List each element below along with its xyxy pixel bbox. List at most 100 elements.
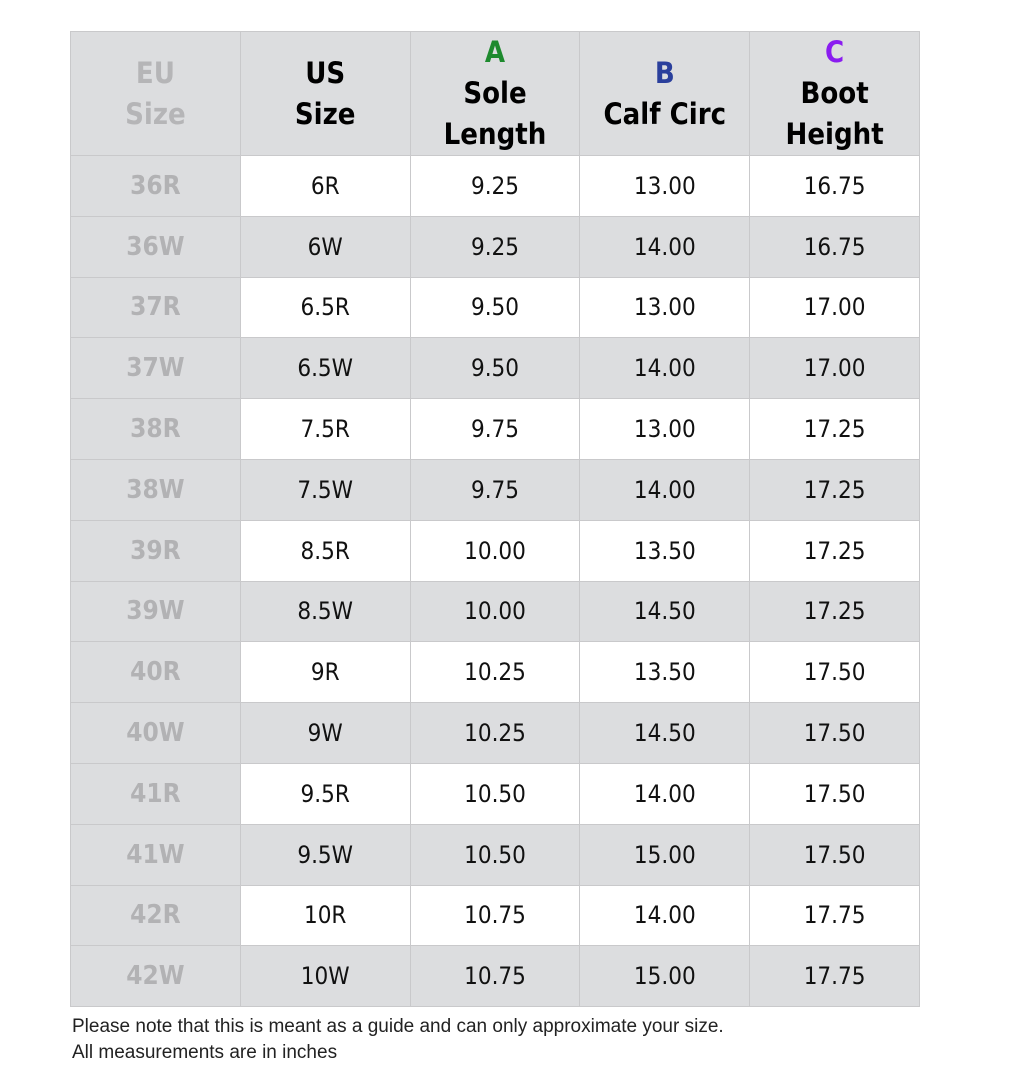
table-cell: 37R xyxy=(70,276,241,339)
table-cell: 17.25 xyxy=(749,519,920,582)
table-cell: 6R xyxy=(239,155,411,217)
table-cell: 17.50 xyxy=(749,762,920,825)
table-row: 41W 9.5W 10.50 15.00 17.50 xyxy=(70,823,920,886)
header-text: Sole xyxy=(463,76,527,110)
table-row: 42R 10R 10.75 14.00 17.75 xyxy=(70,884,920,947)
table-cell: 13.50 xyxy=(579,519,751,582)
table-cell: 41W xyxy=(70,823,241,886)
header-text: Boot xyxy=(800,76,869,110)
table-cell: 42R xyxy=(70,884,241,947)
table-cell: 14.00 xyxy=(579,762,751,825)
table-cell: 17.50 xyxy=(749,641,920,704)
table-cell: 14.50 xyxy=(579,580,751,643)
table-cell: 6.5W xyxy=(239,337,411,400)
header-us-size: US Size xyxy=(239,31,411,156)
table-cell: 17.75 xyxy=(749,884,920,947)
table-cell: 14.00 xyxy=(579,884,751,947)
table-row: 37W 6.5W 9.50 14.00 17.00 xyxy=(70,337,920,400)
table-cell: 15.00 xyxy=(579,823,751,886)
table-cell: 17.75 xyxy=(749,945,920,1008)
header-text: Size xyxy=(125,96,186,131)
table-cell: 9.75 xyxy=(409,458,581,521)
table-cell: 10.25 xyxy=(409,702,581,764)
note-guide: Please note that this is meant as a guid… xyxy=(72,1016,724,1037)
table-cell: 17.00 xyxy=(749,276,920,339)
table-cell: 10R xyxy=(239,884,411,947)
table-cell: 7.5R xyxy=(239,398,411,460)
table-cell: 10.50 xyxy=(409,823,581,886)
table-cell: 38R xyxy=(70,398,241,460)
header-boot-height: C Boot Height xyxy=(749,31,920,156)
table-cell: 10.50 xyxy=(409,762,581,825)
table-cell: 15.00 xyxy=(579,945,751,1008)
table-cell: 17.00 xyxy=(749,337,920,400)
table-cell: 9.50 xyxy=(409,276,581,339)
table-cell: 14.50 xyxy=(579,702,751,764)
table-cell: 14.00 xyxy=(579,458,751,521)
header-eu-size: EU Size xyxy=(70,31,241,156)
table-row: 38W 7.5W 9.75 14.00 17.25 xyxy=(70,458,920,521)
table-cell: 6.5R xyxy=(239,276,411,339)
table-cell: 10.00 xyxy=(409,580,581,643)
table-cell: 7.5W xyxy=(239,458,411,521)
header-sole-length: A Sole Length xyxy=(409,31,581,156)
table-cell: 10W xyxy=(239,945,411,1008)
table-cell: 6W xyxy=(239,215,411,278)
table-cell: 41R xyxy=(70,762,241,825)
table-cell: 40W xyxy=(70,702,241,764)
table-row: 41R 9.5R 10.50 14.00 17.50 xyxy=(70,762,920,825)
table-row: 40W 9W 10.25 14.50 17.50 xyxy=(70,702,920,764)
table-row: 39R 8.5R 10.00 13.50 17.25 xyxy=(70,519,920,582)
table-row: 42W 10W 10.75 15.00 17.75 xyxy=(70,945,920,1008)
header-text: EU xyxy=(135,55,175,90)
table-row: 39W 8.5W 10.00 14.50 17.25 xyxy=(70,580,920,643)
table-cell: 16.75 xyxy=(749,155,920,217)
table-cell: 13.50 xyxy=(579,641,751,704)
table-cell: 9.50 xyxy=(409,337,581,400)
size-chart-table: EU Size US Size A Sole Length B Calf Circ C Bo… xyxy=(70,31,920,1008)
table-cell: 9.25 xyxy=(409,215,581,278)
table-cell: 39W xyxy=(70,580,241,643)
letter-b: B xyxy=(654,55,675,90)
table-cell: 17.25 xyxy=(749,580,920,643)
header-text: Size xyxy=(294,96,356,131)
table-cell: 16.75 xyxy=(749,215,920,278)
table-cell: 36W xyxy=(70,215,241,278)
table-cell: 17.50 xyxy=(749,823,920,886)
table-cell: 14.00 xyxy=(579,215,751,278)
note-units: All measurements are in inches xyxy=(72,1042,338,1063)
table-cell: 10.25 xyxy=(409,641,581,704)
table-cell: 17.25 xyxy=(749,458,920,521)
header-text: Length xyxy=(443,117,547,151)
table-row: 40R 9R 10.25 13.50 17.50 xyxy=(70,641,920,704)
table-row: 36W 6W 9.25 14.00 16.75 xyxy=(70,215,920,278)
table-row: 37R 6.5R 9.50 13.00 17.00 xyxy=(70,276,920,339)
table-cell: 13.00 xyxy=(579,276,751,339)
table-cell: 13.00 xyxy=(579,155,751,217)
table-cell: 9.5R xyxy=(239,762,411,825)
letter-a: A xyxy=(484,35,506,69)
table-cell: 10.00 xyxy=(409,519,581,582)
table-cell: 9.75 xyxy=(409,398,581,460)
table-cell: 10.75 xyxy=(409,945,581,1008)
table-cell: 14.00 xyxy=(579,337,751,400)
letter-c: C xyxy=(825,35,845,69)
header-text: Height xyxy=(785,117,884,151)
table-cell: 36R xyxy=(70,155,241,217)
table-row: 36R 6R 9.25 13.00 16.75 xyxy=(70,155,920,217)
header-text: Calf Circ xyxy=(603,96,727,131)
table-cell: 13.00 xyxy=(579,398,751,460)
table-cell: 39R xyxy=(70,519,241,582)
header-row: EU Size US Size A Sole Length B Calf Circ C Bo… xyxy=(70,31,920,156)
table-row: 38R 7.5R 9.75 13.00 17.25 xyxy=(70,398,920,460)
table-cell: 10.75 xyxy=(409,884,581,947)
table-cell: 17.25 xyxy=(749,398,920,460)
table-cell: 8.5R xyxy=(239,519,411,582)
table-cell: 37W xyxy=(70,337,241,400)
table-cell: 9R xyxy=(239,641,411,704)
table-cell: 38W xyxy=(70,458,241,521)
header-calf-circ: B Calf Circ xyxy=(579,31,751,156)
table-cell: 42W xyxy=(70,945,241,1008)
header-text: US xyxy=(305,55,346,90)
table-cell: 17.50 xyxy=(749,702,920,764)
